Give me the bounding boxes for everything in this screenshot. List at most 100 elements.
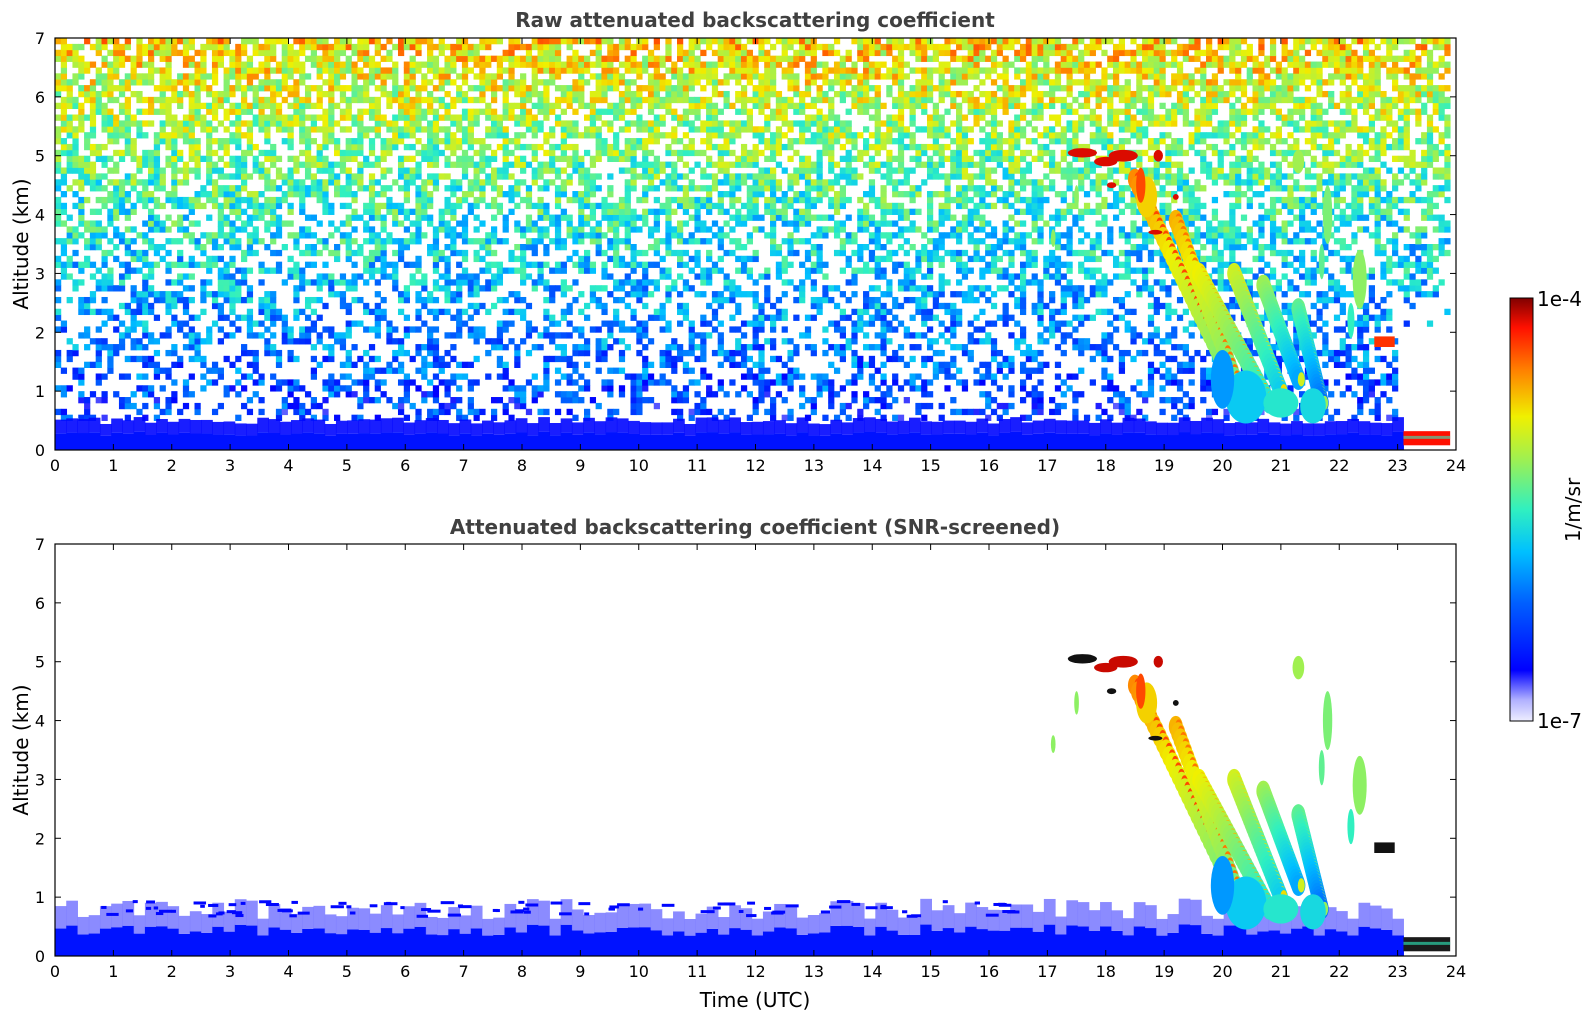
noise-cell bbox=[78, 208, 85, 215]
noise-cell bbox=[682, 132, 690, 139]
noise-cell bbox=[148, 167, 155, 174]
noise-cell bbox=[124, 214, 131, 221]
noise-cell bbox=[520, 120, 527, 127]
noise-cell bbox=[368, 179, 376, 186]
noise-cell bbox=[502, 267, 509, 274]
noise-cell bbox=[589, 126, 597, 133]
noise-cell bbox=[450, 226, 457, 233]
noise-cell bbox=[171, 49, 178, 57]
noise-cell bbox=[136, 161, 143, 168]
noise-cell bbox=[735, 179, 742, 186]
noise-cell bbox=[729, 408, 736, 416]
noise-cell bbox=[479, 155, 486, 162]
noise-cell bbox=[177, 279, 184, 286]
noise-cell bbox=[95, 196, 102, 204]
noise-cell bbox=[211, 379, 219, 386]
noise-cell bbox=[822, 191, 829, 198]
noise-cell bbox=[206, 196, 213, 204]
noise-cell bbox=[549, 61, 556, 68]
noise-cell bbox=[229, 161, 236, 168]
noise-cell bbox=[810, 61, 817, 68]
noise-cell bbox=[235, 191, 242, 198]
noise-cell bbox=[159, 120, 166, 127]
noise-cell bbox=[165, 367, 172, 374]
noise-cell bbox=[863, 90, 870, 98]
noise-cell bbox=[566, 161, 573, 168]
noise-cell bbox=[578, 202, 585, 210]
noise-cell bbox=[55, 220, 62, 227]
noise-cell bbox=[182, 85, 190, 92]
noise-cell bbox=[60, 208, 68, 215]
noise-cell bbox=[386, 126, 393, 133]
noise-cell bbox=[653, 244, 660, 251]
noise-cell bbox=[613, 67, 620, 74]
noise-cell bbox=[787, 349, 794, 357]
noise-cell bbox=[799, 191, 806, 198]
noise-cell bbox=[566, 173, 573, 180]
noise-cell bbox=[55, 126, 62, 133]
noise-cell bbox=[403, 214, 411, 221]
noise-cell bbox=[473, 49, 480, 57]
noise-cell bbox=[107, 126, 114, 133]
noise-cell bbox=[101, 114, 108, 121]
noise-cell bbox=[845, 179, 852, 186]
noise-cell bbox=[618, 102, 626, 110]
noise-cell bbox=[334, 385, 341, 392]
noise-cell bbox=[589, 90, 597, 98]
noise-cell bbox=[665, 202, 672, 210]
noise-cell bbox=[339, 202, 347, 210]
noise-cell bbox=[833, 61, 841, 68]
noise-cell bbox=[636, 43, 643, 51]
noise-cell bbox=[299, 202, 306, 210]
noise-cell bbox=[531, 149, 538, 157]
noise-cell bbox=[746, 414, 753, 421]
noise-cell bbox=[595, 49, 602, 57]
noise-cell bbox=[456, 38, 463, 45]
noise-cell bbox=[328, 291, 335, 298]
noise-cell bbox=[275, 108, 283, 115]
noise-cell bbox=[386, 49, 393, 57]
noise-cell bbox=[822, 43, 829, 51]
noise-cell bbox=[764, 379, 771, 386]
noise-cell bbox=[490, 149, 498, 157]
noise-cell bbox=[153, 244, 161, 251]
noise-cell bbox=[793, 120, 800, 127]
noise-cell bbox=[642, 273, 649, 280]
noise-cell bbox=[595, 96, 602, 104]
noise-cell bbox=[653, 132, 660, 139]
noise-cell bbox=[630, 249, 637, 257]
noise-cell bbox=[246, 408, 254, 416]
noise-cell bbox=[78, 232, 85, 239]
noise-cell bbox=[467, 179, 474, 186]
noise-cell bbox=[299, 414, 306, 421]
noise-cell bbox=[740, 202, 748, 210]
noise-cell bbox=[217, 308, 224, 316]
noise-cell bbox=[118, 61, 126, 68]
noise-cell bbox=[392, 402, 399, 410]
noise-cell bbox=[746, 173, 753, 180]
noise-cell bbox=[595, 338, 602, 345]
noise-cell bbox=[868, 220, 876, 227]
noise-cell bbox=[130, 255, 137, 263]
noise-cell bbox=[642, 126, 649, 133]
noise-cell bbox=[775, 249, 783, 257]
noise-cell bbox=[246, 79, 254, 86]
noise-cell bbox=[688, 367, 695, 374]
noise-cell bbox=[549, 102, 556, 110]
noise-cell bbox=[345, 361, 352, 368]
noise-cell bbox=[630, 55, 637, 62]
noise-cell bbox=[310, 38, 317, 45]
noise-cell bbox=[241, 220, 248, 227]
noise-cell bbox=[444, 220, 451, 227]
noise-cell bbox=[851, 67, 858, 74]
noise-cell bbox=[252, 143, 259, 151]
noise-cell bbox=[479, 67, 486, 74]
noise-cell bbox=[717, 90, 724, 98]
noise-cell bbox=[438, 379, 445, 386]
noise-cell bbox=[316, 55, 323, 62]
noise-cell bbox=[304, 43, 312, 51]
noise-cell bbox=[299, 326, 306, 333]
noise-cell bbox=[833, 414, 841, 421]
noise-cell bbox=[810, 408, 817, 416]
noise-cell bbox=[287, 391, 294, 398]
